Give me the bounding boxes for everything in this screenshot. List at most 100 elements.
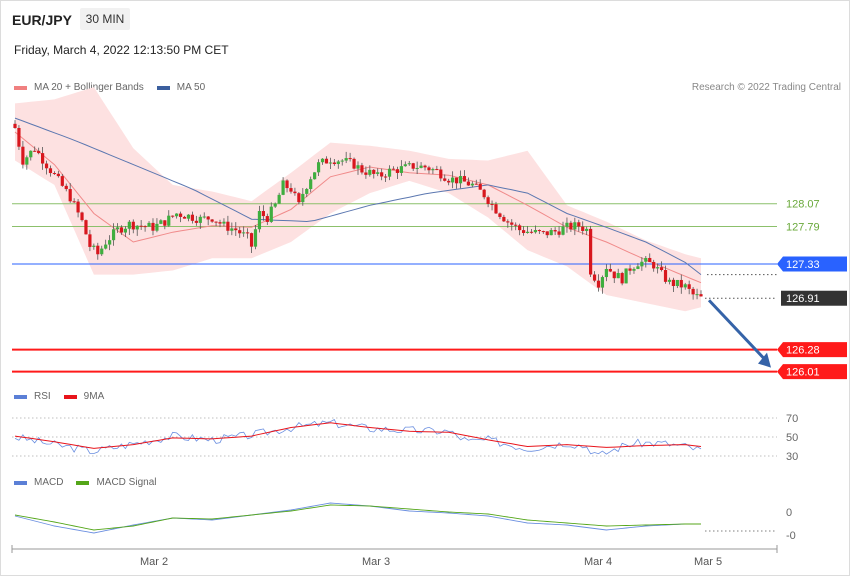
candle-body <box>632 268 636 271</box>
candle-body <box>553 230 557 232</box>
candle-body <box>415 167 419 169</box>
rsi-legend-label: RSI <box>34 391 51 402</box>
macd-legend-swatch <box>14 480 27 485</box>
bollinger-bands <box>15 87 701 312</box>
rsi-ma-legend-swatch <box>63 394 77 399</box>
macd-signal-legend-swatch <box>76 480 90 485</box>
candle-body <box>667 279 672 282</box>
candle-body <box>104 244 108 249</box>
candle-body <box>332 162 336 165</box>
candle-body <box>198 216 202 223</box>
candle-body <box>68 189 72 202</box>
ma50-legend-label: MA 50 <box>176 82 206 93</box>
candle-body <box>561 226 565 235</box>
candle-body <box>648 257 652 262</box>
candle-body <box>147 222 151 227</box>
instrument-symbol: EUR/JPY <box>12 12 72 28</box>
candle-body <box>462 176 467 182</box>
candle-body <box>127 221 131 229</box>
candle-body <box>218 222 222 224</box>
candles <box>13 120 703 300</box>
candle-body <box>348 158 352 160</box>
timeframe-button[interactable]: 30 MIN <box>80 8 130 30</box>
candle-body <box>17 127 21 147</box>
rsi-legend: RSI 9MA <box>14 391 117 402</box>
candle-body <box>427 167 431 171</box>
candle-body <box>494 204 498 214</box>
candle-body <box>214 221 218 223</box>
ma50-legend-swatch <box>156 85 170 90</box>
candle-body <box>478 183 482 190</box>
candle-body <box>545 231 549 236</box>
candle-body <box>190 214 195 221</box>
candle-body <box>482 189 486 198</box>
candle-body <box>293 191 297 194</box>
candle-body <box>151 222 155 231</box>
candle-body <box>163 220 167 226</box>
candle-body <box>451 177 455 183</box>
candle-body <box>380 172 384 177</box>
candle-body <box>336 161 340 165</box>
candle-body <box>175 213 179 217</box>
x-tick-label: Mar 2 <box>140 556 168 568</box>
candle-body <box>443 178 447 181</box>
level-126-01-label: 126.01 <box>786 367 820 379</box>
level-127-33-tag <box>777 256 847 272</box>
candle-body <box>261 211 265 217</box>
candle-body <box>301 193 305 203</box>
rsi-line <box>14 418 702 455</box>
forecast-arrow-shaft <box>707 299 767 361</box>
candle-body <box>447 180 451 183</box>
candle-body <box>419 165 423 168</box>
candle-body <box>226 221 230 231</box>
macd-legend: MACD MACD Signal <box>14 477 169 488</box>
candle-body <box>80 212 84 221</box>
candle-body <box>100 248 104 255</box>
rsi-level-70-label: 70 <box>786 413 798 425</box>
candle-body <box>186 214 191 219</box>
candle-body <box>596 280 601 288</box>
candle-body <box>663 270 668 282</box>
candle-body <box>423 165 427 168</box>
candle-body <box>344 158 348 161</box>
candle-body <box>289 188 293 192</box>
candle-body <box>60 176 64 186</box>
candle-body <box>403 164 407 167</box>
macd-legend-label: MACD <box>34 477 64 488</box>
forecast-arrow <box>707 299 771 368</box>
candle-body <box>628 268 632 271</box>
candle-body <box>395 169 400 173</box>
candle-body <box>589 228 593 275</box>
candle-body <box>577 222 581 227</box>
candle-body <box>376 172 380 174</box>
x-tick-label: Mar 5 <box>694 556 722 568</box>
candle-body <box>340 160 344 162</box>
candle-body <box>506 221 510 223</box>
candle-body <box>29 150 33 158</box>
candle-body <box>399 166 403 173</box>
candle-body <box>44 163 49 169</box>
candle-body <box>324 158 329 164</box>
candle-body <box>352 158 356 169</box>
chart-datetime: Friday, March 4, 2022 12:13:50 PM CET <box>14 43 229 57</box>
candle-body <box>458 176 463 184</box>
ma20-legend-label: MA 20 + Bollinger Bands <box>34 82 144 93</box>
candle-body <box>636 266 640 269</box>
candle-body <box>25 157 29 165</box>
macd-panel: 0 -0 <box>14 502 796 542</box>
candle-body <box>466 181 470 186</box>
candle-body <box>364 172 368 175</box>
candle-body <box>431 169 435 171</box>
x-tick-label: Mar 3 <box>362 556 390 568</box>
candle-body <box>675 279 679 287</box>
candle-body <box>407 163 411 165</box>
candle-body <box>368 169 372 175</box>
candle-body <box>616 273 620 279</box>
candle-body <box>111 229 116 241</box>
level-126-91-tag <box>781 290 847 306</box>
rsi-level-50-label: 50 <box>786 432 798 444</box>
macd-level-label: -0 <box>786 530 796 542</box>
candle-body <box>671 279 676 287</box>
